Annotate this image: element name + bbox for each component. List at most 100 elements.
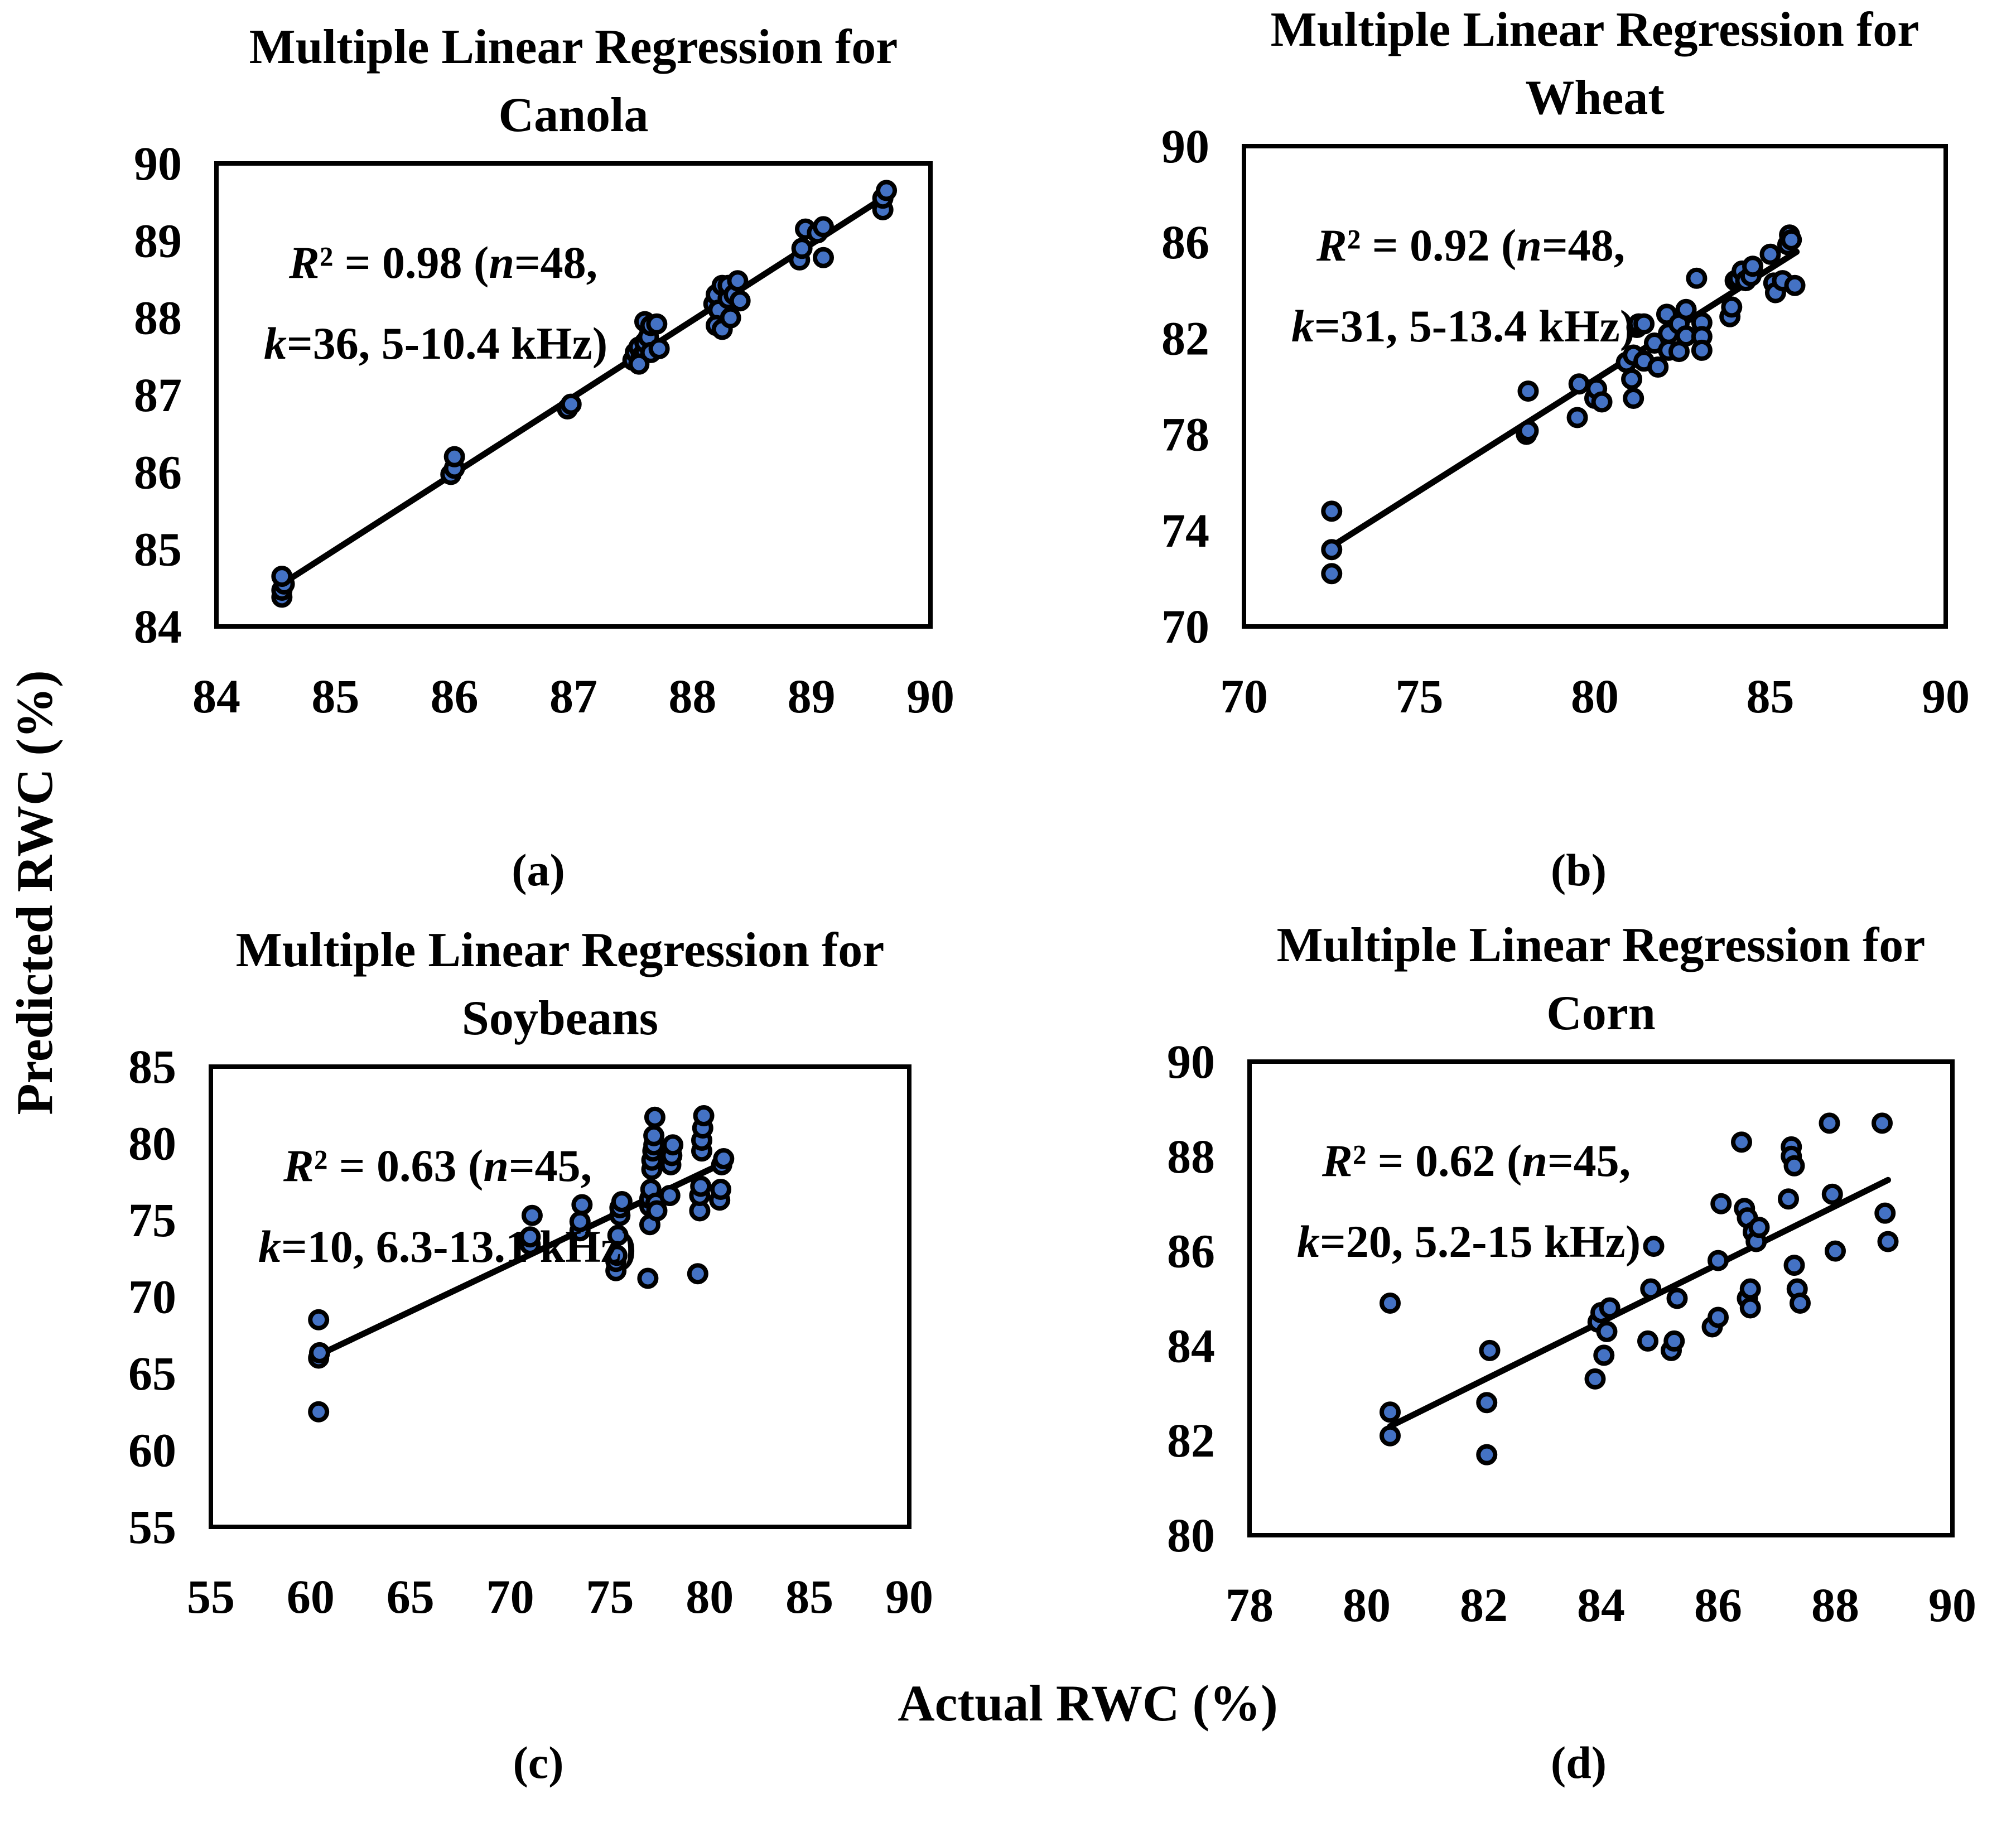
data-point <box>308 1309 330 1330</box>
x-tick-label: 82 <box>1460 1578 1508 1632</box>
data-point <box>687 1263 708 1285</box>
x-tick-label: 75 <box>1396 669 1444 723</box>
y-tick-label: 82 <box>1167 1414 1215 1467</box>
data-point <box>1739 1278 1761 1300</box>
x-tick-label: 85 <box>1747 669 1795 723</box>
y-tick-label: 87 <box>134 368 182 422</box>
y-tick-label: 74 <box>1161 504 1209 557</box>
plot-frame <box>209 1064 911 1529</box>
y-tick-label: 89 <box>134 214 182 267</box>
x-tick-label: 84 <box>192 669 240 723</box>
x-tick-label: 80 <box>1571 669 1619 723</box>
y-tick-label: 86 <box>1161 215 1209 269</box>
data-point <box>713 1148 735 1169</box>
data-point <box>628 353 650 375</box>
data-point <box>1321 500 1343 522</box>
data-point <box>729 290 751 312</box>
data-point <box>1731 1131 1752 1153</box>
data-point <box>720 307 741 329</box>
annotation-line1: R² = 0.92 (n=48, <box>1316 220 1625 271</box>
y-tick-label: 90 <box>1161 119 1209 173</box>
data-point <box>791 238 813 259</box>
x-tick-label: 65 <box>387 1570 435 1623</box>
x-tick-label: 85 <box>785 1570 833 1623</box>
y-axis-title: Predicted RWC (%) <box>6 670 63 1115</box>
data-point <box>1748 1217 1770 1238</box>
data-point <box>1821 1183 1843 1205</box>
x-tick-label: 70 <box>1220 669 1268 723</box>
data-point <box>813 216 834 238</box>
x-tick-label: 88 <box>668 669 716 723</box>
panel-title-line1: Multiple Linear Regression for <box>236 923 885 977</box>
panel-label-d: (d) <box>1550 1737 1607 1788</box>
plot-frame <box>214 161 933 629</box>
data-point <box>1781 229 1802 250</box>
data-point <box>1321 539 1343 561</box>
data-point <box>1380 1425 1401 1447</box>
y-tick-label: 88 <box>134 291 182 345</box>
x-tick-label: 85 <box>311 669 359 723</box>
x-tick-label: 86 <box>431 669 479 723</box>
x-tick-label: 90 <box>1922 669 1970 723</box>
plot-frame <box>1247 1059 1955 1537</box>
panel-title-line1: Multiple Linear Regression for <box>1271 3 1919 57</box>
data-point <box>1380 1401 1401 1423</box>
data-point <box>1783 1255 1805 1276</box>
y-tick-label: 78 <box>1161 408 1209 461</box>
y-tick-label: 88 <box>1167 1130 1215 1183</box>
data-point <box>1637 1330 1658 1352</box>
data-point <box>1708 1306 1729 1328</box>
y-tick-label: 65 <box>128 1347 176 1400</box>
data-point <box>1790 1292 1811 1314</box>
panel-canola: Multiple Linear Regression for Canola 84 85… <box>134 20 954 723</box>
data-point <box>662 1134 684 1156</box>
data-point <box>1476 1392 1498 1414</box>
x-tick-label: 75 <box>586 1570 634 1623</box>
x-tick-label: 87 <box>549 669 597 723</box>
data-point <box>1517 420 1539 442</box>
x-tick-label: 60 <box>287 1570 335 1623</box>
data-point <box>1759 243 1781 265</box>
data-point <box>646 313 668 335</box>
panel-title-line1: Multiple Linear Regression for <box>249 20 898 74</box>
y-tick-label: 82 <box>1161 311 1209 365</box>
data-point <box>1599 1297 1620 1319</box>
y-tick-label: 85 <box>128 1040 176 1093</box>
data-point <box>1647 356 1669 378</box>
data-point <box>1819 1112 1840 1134</box>
y-tick-label: 80 <box>128 1117 176 1170</box>
data-point <box>637 1267 659 1289</box>
data-point <box>1476 1444 1498 1465</box>
x-tick-label: 84 <box>1577 1578 1625 1632</box>
data-point <box>571 1194 593 1216</box>
data-point <box>1633 313 1655 335</box>
data-point <box>1778 1188 1799 1210</box>
data-point <box>1877 1231 1899 1252</box>
panel-title-line2: Canola <box>499 88 649 142</box>
panel-soybeans: Multiple Linear Regression for Soybeans 55… <box>128 923 933 1623</box>
data-point <box>1321 563 1343 585</box>
x-tick-label: 90 <box>906 669 954 723</box>
data-point <box>1621 368 1643 390</box>
panel-label-a: (a) <box>512 845 565 895</box>
data-point <box>606 1245 628 1266</box>
panel-wheat: Multiple Linear Regression for Wheat 70 74 7… <box>1161 3 1970 723</box>
y-tick-label: 70 <box>128 1270 176 1324</box>
data-point <box>1825 1240 1846 1262</box>
regression-line <box>273 191 892 591</box>
x-tick-label: 89 <box>788 669 836 723</box>
data-point <box>1380 1292 1401 1314</box>
data-point <box>308 1342 330 1363</box>
y-tick-label: 86 <box>134 445 182 499</box>
data-point <box>1872 1112 1893 1134</box>
panel-corn: Multiple Linear Regression for Corn 80 82 84… <box>1167 918 1976 1632</box>
data-point <box>693 1105 715 1126</box>
y-tick-label: 90 <box>134 137 182 190</box>
data-point <box>1675 298 1697 320</box>
y-tick-label: 85 <box>134 523 182 576</box>
data-point <box>1643 1236 1665 1257</box>
panel-title-line2: Corn <box>1546 986 1656 1040</box>
annotation-line1: R² = 0.62 (n=45, <box>1322 1135 1631 1186</box>
y-tick-label: 60 <box>128 1424 176 1477</box>
